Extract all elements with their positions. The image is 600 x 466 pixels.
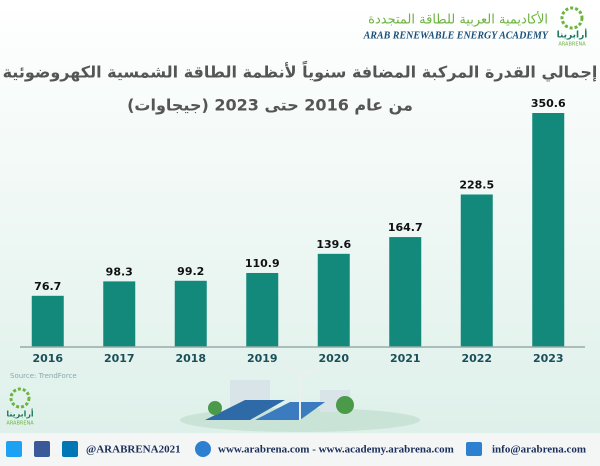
email[interactable]: info@arabrena.com: [492, 444, 586, 456]
academy-ar: الأكاديمية العربية للطاقة المتجددة: [368, 11, 548, 28]
footer-bar: [0, 433, 600, 466]
x-tick-label: 2017: [104, 352, 135, 365]
facebook-icon[interactable]: [34, 441, 50, 457]
footer-logo-ar: أرابرينا: [6, 409, 34, 419]
value-label: 76.7: [34, 280, 61, 293]
social-handle[interactable]: @ARABRENA2021: [86, 444, 181, 456]
bar: [460, 194, 493, 347]
academy-en: ARAB RENEWABLE ENERGY ACADEMY: [363, 30, 549, 41]
logo-ar: أرابرينا: [557, 29, 588, 41]
value-label: 110.9: [245, 257, 280, 270]
x-tick-label: 2022: [461, 352, 492, 365]
value-label: 228.5: [459, 178, 494, 191]
source: Source: TrendForce: [10, 372, 77, 380]
web-icon[interactable]: [195, 441, 211, 457]
bar: [532, 113, 565, 347]
chart-subtitle: من عام 2016 حتى 2023 (جيجاوات): [127, 96, 413, 115]
footer-logo-en: ARABRENA: [6, 421, 34, 427]
bar: [31, 295, 64, 347]
value-label: 99.2: [177, 265, 204, 278]
logo-en: ARABRENA: [558, 42, 586, 48]
email-icon[interactable]: [466, 442, 482, 456]
x-tick-label: 2023: [533, 352, 564, 365]
bar: [389, 237, 422, 347]
value-label: 350.6: [531, 97, 566, 110]
websites[interactable]: www.arabrena.com - www.academy.arabrena.…: [218, 444, 454, 456]
x-tick-label: 2021: [390, 352, 421, 365]
linkedin-icon[interactable]: [62, 441, 78, 457]
value-label: 98.3: [106, 265, 133, 278]
illustration: [180, 364, 420, 432]
x-tick-label: 2016: [32, 352, 63, 365]
value-label: 139.6: [316, 238, 351, 251]
plot: 76.7 2016 98.3 2017 99.2 2018 110.9 2019 139.6 20…: [31, 97, 566, 365]
x-tick-label: 2020: [318, 352, 349, 365]
value-label: 164.7: [388, 221, 423, 234]
bar: [174, 280, 207, 347]
logo-icon: [560, 6, 584, 30]
bar: [103, 281, 136, 347]
bar: [246, 272, 279, 347]
footer-logo-icon: [9, 387, 31, 409]
twitter-icon[interactable]: [6, 441, 22, 457]
x-tick-label: 2018: [175, 352, 206, 365]
x-tick-label: 2019: [247, 352, 278, 365]
bar: [317, 253, 350, 347]
chart-title: إجمالي القدرة المركبة المضافة سنوياً لأن…: [3, 60, 598, 83]
